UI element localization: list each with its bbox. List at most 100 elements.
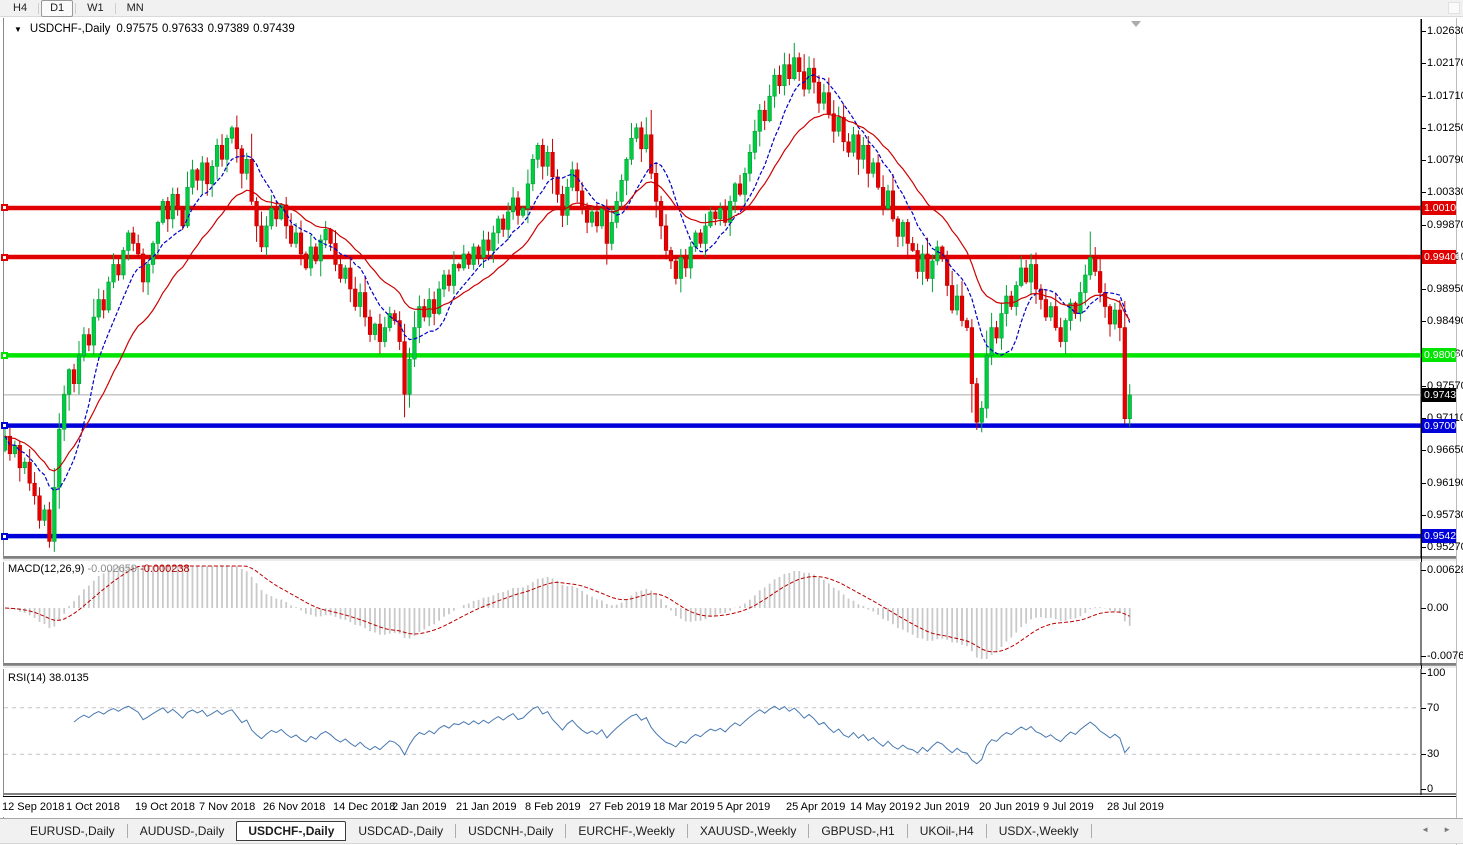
candle-body	[437, 288, 442, 314]
candle-body	[959, 295, 965, 321]
hline-price-label: 1.00106	[1422, 201, 1462, 215]
candle-body	[466, 253, 471, 265]
price-tick-label: 0.96650	[1427, 444, 1463, 456]
ma-slow-line	[4, 113, 1131, 472]
symbol-tab-eurusd-daily[interactable]: EURUSD-,Daily	[30, 824, 115, 838]
candle-body	[752, 130, 757, 153]
splitter-macd-rsi[interactable]	[3, 665, 1456, 669]
price-tick-mark	[1421, 321, 1426, 322]
candle-body	[205, 162, 210, 185]
timeframe-button-d1[interactable]: D1	[41, 0, 74, 17]
candle-body	[402, 341, 407, 395]
candle-body	[974, 383, 979, 423]
tab-scroll-right-icon[interactable]: ►	[1443, 825, 1451, 834]
price-tick-mark	[1421, 450, 1426, 451]
date-axis-label: 27 Feb 2019	[589, 801, 651, 813]
candle-body	[510, 197, 516, 213]
symbol-tab-xauusd-weekly[interactable]: XAUUSD-,Weekly	[699, 824, 797, 838]
date-axis-label: 5 Apr 2019	[717, 801, 771, 813]
candle-body	[905, 222, 910, 244]
candle-body	[984, 355, 989, 409]
symbol-tab-usdchf-daily[interactable]: USDCHF-,Daily	[236, 821, 347, 841]
date-axis-label: 1 Oct 2018	[66, 801, 120, 813]
candle-body	[333, 243, 338, 265]
timeframe-button-mn[interactable]: MN	[126, 1, 144, 14]
hline-anchor-marker[interactable]	[1, 533, 8, 540]
timeframe-toolbar: H4 D1 W1 MN	[0, 0, 1463, 17]
symbol-tab-audusd-daily[interactable]: AUDUSD-,Daily	[139, 824, 225, 838]
rsi-tick-mark	[1421, 754, 1426, 755]
candle-body	[757, 109, 762, 132]
candle-body	[249, 158, 254, 202]
candle-body	[654, 173, 659, 202]
symbol-dropdown-icon[interactable]: ▼	[14, 24, 22, 34]
tab-scroll-left-icon[interactable]: ◄	[1421, 825, 1430, 834]
candle-body	[683, 257, 688, 269]
candle-body	[1068, 302, 1073, 321]
date-axis-label: 21 Jan 2019	[456, 801, 517, 813]
candle-body	[1112, 309, 1118, 325]
candle-body	[772, 74, 777, 97]
price-tick-mark	[1421, 225, 1426, 226]
candle-body	[42, 509, 47, 521]
candle-body	[826, 92, 831, 115]
hline-anchor-marker[interactable]	[1, 204, 8, 211]
date-axis[interactable]: 12 Sep 2018 1 Oct 2018 19 Oct 2018 7 Nov 20…	[2, 796, 1456, 817]
candle-body	[1078, 292, 1083, 314]
candle-body	[91, 316, 96, 346]
candle-body	[649, 134, 654, 174]
ohlc-low: 0.97389	[207, 23, 250, 35]
timeframe-button-w1[interactable]: W1	[87, 1, 104, 14]
date-axis-label: 12 Sep 2018	[2, 801, 65, 813]
candle-body	[1053, 306, 1058, 328]
rsi-canvas[interactable]	[4, 669, 1456, 795]
candle-body	[836, 116, 841, 132]
candle-body	[698, 232, 703, 244]
candle-body	[358, 292, 363, 307]
main-chart-canvas[interactable]	[4, 19, 1456, 558]
symbol-tab-eurchf-weekly[interactable]: EURCHF-,Weekly	[578, 824, 675, 838]
candle-body	[200, 162, 205, 181]
price-tick-label: 1.00790	[1427, 154, 1463, 166]
candle-body	[1088, 257, 1093, 276]
rsi-tick-mark	[1421, 673, 1426, 674]
price-tick-label: 1.02170	[1427, 57, 1463, 69]
hline-anchor-marker[interactable]	[1, 254, 8, 261]
candle-body	[1127, 394, 1132, 420]
candle-body	[1014, 285, 1019, 307]
candle-body	[106, 281, 111, 311]
candle-body	[234, 127, 239, 150]
symbol-tab-usdcnh-daily[interactable]: USDCNH-,Daily	[468, 824, 554, 838]
candle-body	[367, 316, 373, 335]
timeframe-buttons: H4 D1 W1 MN	[4, 0, 153, 17]
hline-anchor-marker[interactable]	[1, 422, 8, 429]
price-tick-label: 1.01250	[1427, 122, 1463, 134]
candle-body	[802, 71, 807, 90]
symbol-tab-ukoil-h4[interactable]: UKOil-,H4	[919, 824, 974, 838]
symbol-tab-usdx-weekly[interactable]: USDX-,Weekly	[998, 824, 1079, 838]
candle-body	[945, 257, 950, 286]
candle-body	[451, 264, 457, 286]
candle-body	[37, 495, 42, 521]
candle-body	[57, 428, 62, 488]
price-tick-label: 1.00330	[1427, 186, 1463, 198]
candle-body	[851, 134, 856, 153]
candle-body	[954, 295, 960, 311]
candle-body	[150, 243, 156, 265]
candle-body	[718, 208, 723, 220]
rsi-tick-mark	[1421, 789, 1426, 790]
chart-shift-marker[interactable]	[1131, 21, 1141, 27]
symbol-tab-gbpusd-h1[interactable]: GBPUSD-,H1	[821, 824, 895, 838]
candle-body	[432, 299, 437, 314]
symbol-tab-usdcad-daily[interactable]: USDCAD-,Daily	[358, 824, 444, 838]
candle-body	[486, 239, 491, 251]
candle-body	[264, 225, 269, 248]
rsi-tick-mark	[1421, 708, 1426, 709]
splitter-main-macd[interactable]	[3, 558, 1456, 562]
candle-body	[76, 355, 82, 384]
timeframe-button-h4[interactable]: H4	[13, 1, 28, 14]
macd-canvas[interactable]	[4, 562, 1456, 665]
candle-body	[999, 313, 1004, 339]
candle-body	[885, 190, 891, 209]
hline-anchor-marker[interactable]	[1, 352, 8, 359]
